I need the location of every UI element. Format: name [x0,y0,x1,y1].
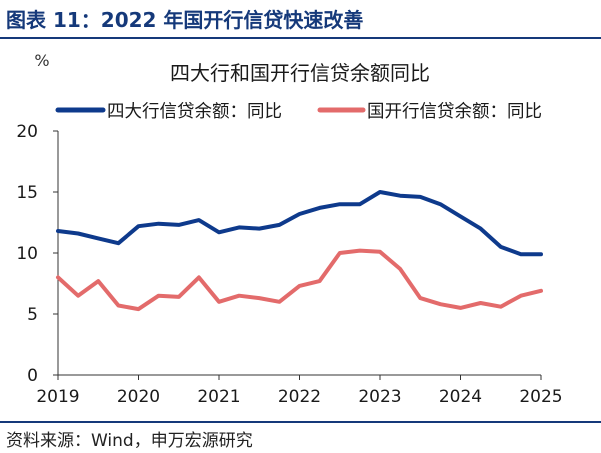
x-tick-label: 2020 [117,387,160,407]
legend-item-series-1: 四大行信贷余额：同比 [55,102,282,122]
x-tick-label: 2021 [197,387,240,407]
y-tick-label: 0 [27,366,38,386]
legend-label-series-2: 国开行信贷余额：同比 [367,102,542,122]
axes: 0 5 10 15 20 2019 2020 2021 2022 2023 2024 2025 [16,122,562,407]
x-tick-label: 2023 [358,387,401,407]
figure-title: 图表 11：2022 年国开行信贷快速改善 [6,8,364,32]
footer-rule [0,421,601,423]
series-lines [56,190,543,312]
legend: 四大行信贷余额：同比 国开行信贷余额：同比 [55,102,542,122]
line-chart: % 四大行和国开行信贷余额同比 四大行信贷余额：同比 国开行信贷余额：同比 0 5… [16,51,562,407]
x-tick-label: 2022 [278,387,321,407]
x-tick-label: 2024 [439,387,482,407]
source-note: 资料来源：Wind，申万宏源研究 [6,431,253,451]
series-line-2 [56,248,543,312]
y-tick-label: 15 [16,183,38,203]
chart-title: 四大行和国开行信贷余额同比 [170,61,430,85]
legend-label-series-1: 四大行信贷余额：同比 [107,102,282,122]
y-tick-label: 10 [16,244,38,264]
x-tick-label: 2019 [36,387,79,407]
series-line-1 [56,190,543,257]
legend-item-series-2: 国开行信贷余额：同比 [317,102,542,122]
y-tick-label: 20 [16,122,38,142]
y-tick-label: 5 [27,305,38,325]
x-tick-label: 2025 [519,387,562,407]
y-unit-label: % [34,51,49,70]
title-rule [0,37,601,39]
